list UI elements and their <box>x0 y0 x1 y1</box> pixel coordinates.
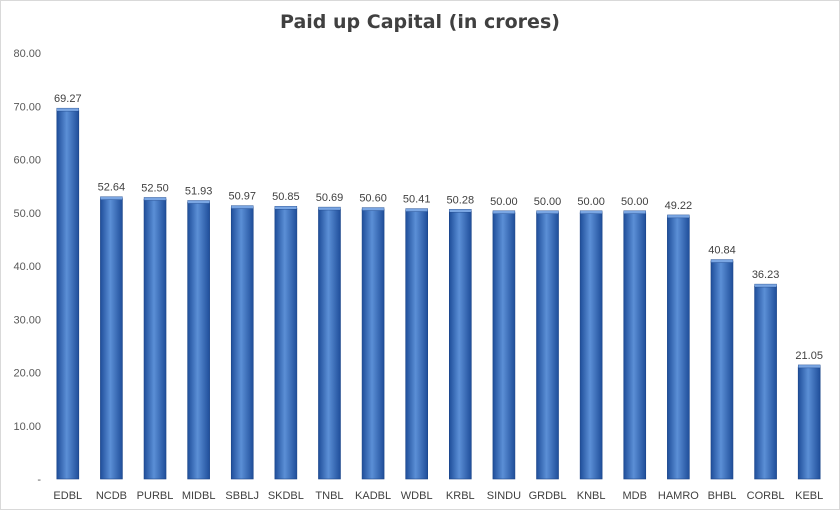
data-label: 52.64 <box>98 182 126 194</box>
data-label: 52.50 <box>141 182 169 194</box>
bar-cap <box>797 364 821 369</box>
x-axis: EDBL NCDB PURBL MIDBL SBBLJ SKDBL TNBL KADBL WDB… <box>53 490 823 502</box>
bar-purbl <box>143 199 167 480</box>
x-tick-label: SBBLJ <box>225 490 259 502</box>
x-tick-label: WDBL <box>401 490 433 502</box>
bar-wdbl <box>405 210 428 480</box>
bar-cap <box>579 210 603 214</box>
bar-corbl <box>754 285 777 480</box>
x-tick-label: KNBL <box>577 490 606 502</box>
y-tick-label: 20.00 <box>13 368 41 380</box>
x-tick-label: KEBL <box>795 490 823 502</box>
bar-cap <box>710 259 734 263</box>
bars <box>56 107 821 480</box>
x-tick-label: MDB <box>623 490 647 502</box>
data-label: 69.27 <box>54 93 82 105</box>
y-tick-label: - <box>37 474 41 486</box>
x-tick-label: KRBL <box>446 490 475 502</box>
x-tick-label: MIDBL <box>182 490 216 502</box>
bar-cap <box>492 210 516 214</box>
bar-knbl <box>579 212 603 480</box>
bar-skdbl <box>274 207 298 480</box>
bar-midbl <box>187 202 210 480</box>
y-tick-label: 80.00 <box>13 48 41 60</box>
data-label: 36.23 <box>752 269 780 281</box>
bar-cap <box>449 209 472 213</box>
bar-cap <box>623 210 646 214</box>
bar-krbl <box>449 210 472 480</box>
data-label: 49.22 <box>665 200 693 212</box>
y-tick-label: 10.00 <box>13 421 41 433</box>
x-tick-label: SINDU <box>487 490 521 502</box>
bar-cap <box>405 208 428 212</box>
bar-cap <box>231 205 254 209</box>
data-label: 50.00 <box>621 196 649 208</box>
data-label: 50.41 <box>403 194 431 206</box>
bar-cap <box>100 196 123 200</box>
y-axis: - 10.00 20.00 30.00 40.00 50.00 60.00 70.00 80.0… <box>13 48 41 486</box>
data-label: 50.00 <box>577 196 605 208</box>
bar-cap <box>56 107 80 112</box>
x-tick-label: TNBL <box>315 490 343 502</box>
bar-kebl <box>797 366 821 480</box>
x-tick-label: BHBL <box>708 490 737 502</box>
bar-cap <box>536 210 559 214</box>
y-tick-label: 30.00 <box>13 314 41 326</box>
data-label: 51.93 <box>185 185 213 197</box>
bar-cap <box>754 283 777 288</box>
bar-edbl <box>56 109 80 480</box>
bar-tnbl <box>318 208 341 480</box>
data-label: 50.60 <box>359 193 387 205</box>
x-tick-label: HAMRO <box>658 490 699 502</box>
x-tick-label: KADBL <box>355 490 391 502</box>
bar-hamro <box>667 216 690 480</box>
bar-sindu <box>492 212 516 480</box>
bar-cap <box>187 200 210 204</box>
value-labels: 69.27 52.64 52.50 51.93 50.97 50.85 50.69 50.60… <box>54 93 823 362</box>
y-tick-label: 70.00 <box>13 101 41 113</box>
bar-kadbl <box>361 209 385 480</box>
bar-cap <box>274 206 298 210</box>
data-label: 50.85 <box>272 191 300 203</box>
bar-grdbl <box>536 212 559 480</box>
data-label: 50.69 <box>316 192 344 204</box>
x-tick-label: GRDBL <box>529 490 567 502</box>
data-label: 50.00 <box>534 196 562 208</box>
chart-title: Paid up Capital (in crores) <box>280 11 560 33</box>
data-label: 50.28 <box>447 194 475 206</box>
data-label: 50.00 <box>490 196 518 208</box>
y-tick-label: 40.00 <box>13 261 41 273</box>
x-tick-label: EDBL <box>53 490 82 502</box>
bar-cap <box>143 197 167 201</box>
bar-mdb <box>623 212 647 480</box>
bar-cap <box>667 214 690 219</box>
bar-ncdb <box>100 198 123 480</box>
x-tick-label: NCDB <box>96 490 127 502</box>
bar-cap <box>361 207 385 211</box>
y-tick-label: 50.00 <box>13 208 41 220</box>
x-tick-label: PURBL <box>137 490 174 502</box>
bar-sbblj <box>230 207 254 480</box>
x-tick-label: CORBL <box>747 490 785 502</box>
y-tick-label: 60.00 <box>13 155 41 167</box>
x-tick-label: SKDBL <box>268 490 304 502</box>
data-label: 21.05 <box>795 350 823 362</box>
data-label: 40.84 <box>708 245 736 257</box>
bar-cap <box>318 206 341 211</box>
data-label: 50.97 <box>228 191 256 203</box>
bar-bhbl <box>710 261 734 480</box>
